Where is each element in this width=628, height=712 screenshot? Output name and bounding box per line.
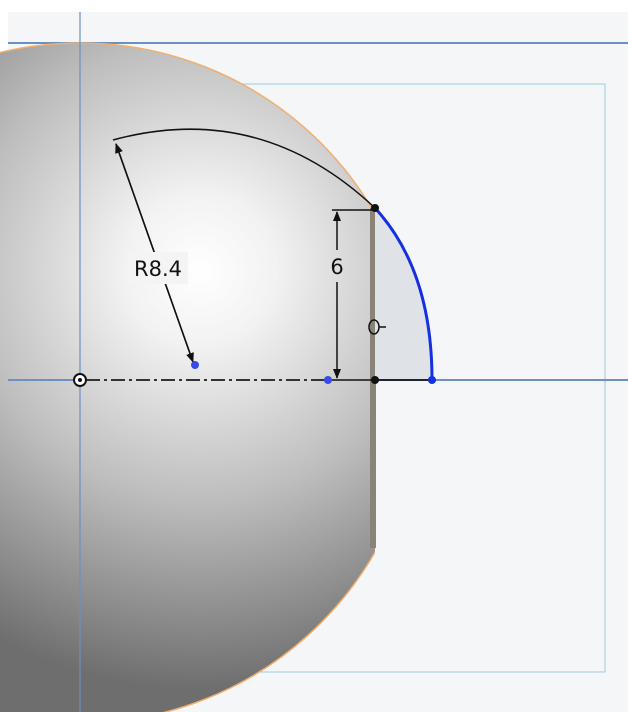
sketch-point[interactable] [428,376,436,384]
height-dimension[interactable]: 6 [330,255,343,279]
sketch-canvas: R8.4 6 [0,0,628,712]
radius-dimension[interactable]: R8.4 [134,257,182,281]
origin-dot [78,378,82,382]
sketch-point[interactable] [191,361,199,369]
sketch-point[interactable] [324,376,332,384]
page: R8.4 6 (() => { const data = JSON.parse(… [0,0,628,712]
sketch-point[interactable] [371,376,379,384]
sketch-point[interactable] [371,204,379,212]
